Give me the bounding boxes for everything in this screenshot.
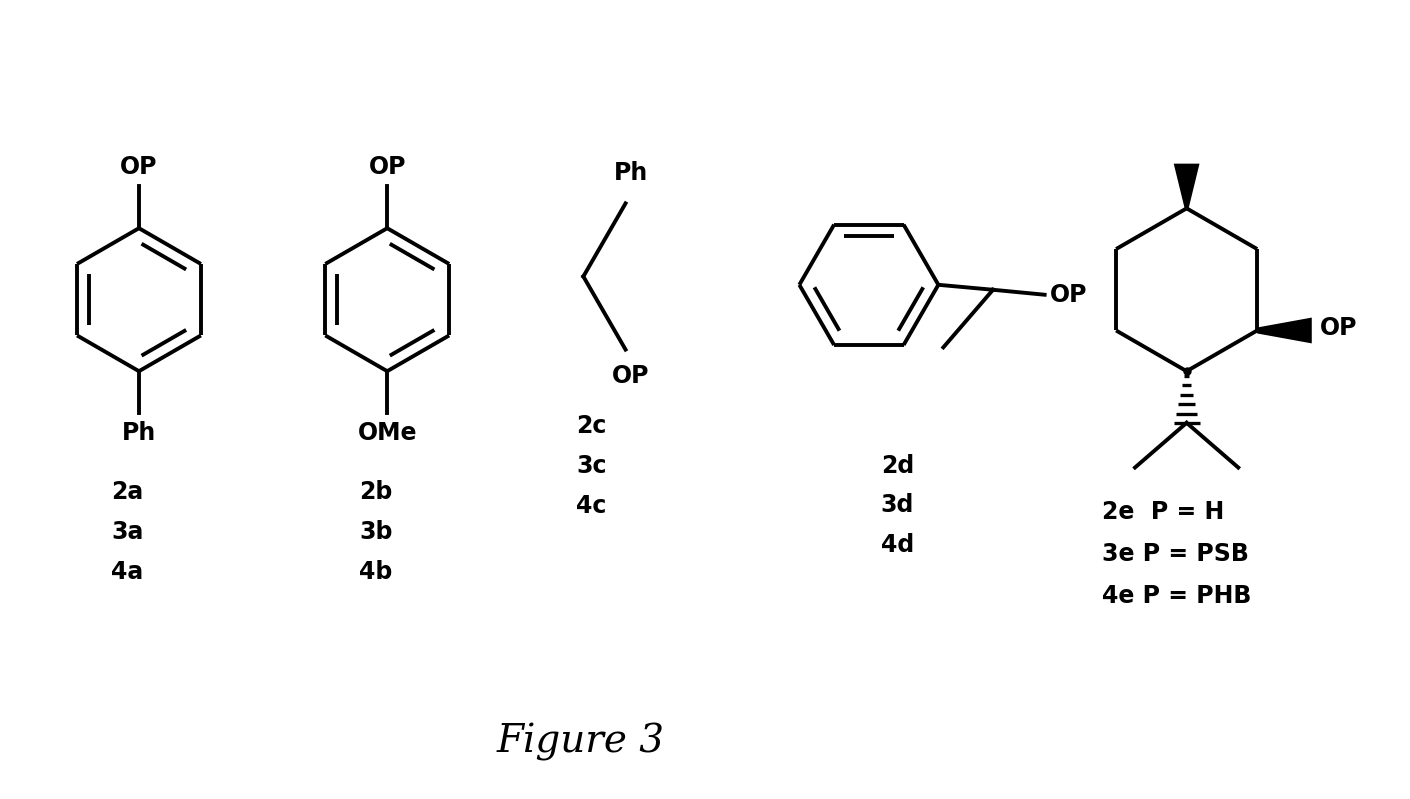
Text: 4e P = PHB: 4e P = PHB xyxy=(1103,584,1252,608)
Text: OP: OP xyxy=(1320,316,1358,340)
Text: 3c: 3c xyxy=(575,454,606,478)
Text: 4b: 4b xyxy=(360,560,393,584)
Text: 2d: 2d xyxy=(881,454,914,478)
Text: 3b: 3b xyxy=(360,520,393,544)
Text: 3d: 3d xyxy=(881,493,914,517)
Text: 4d: 4d xyxy=(881,533,914,557)
Text: 4c: 4c xyxy=(575,494,606,518)
Text: Ph: Ph xyxy=(613,161,647,185)
Text: 2c: 2c xyxy=(575,414,606,438)
Polygon shape xyxy=(1173,164,1200,209)
Text: 4a: 4a xyxy=(111,560,144,584)
Text: Ph: Ph xyxy=(121,421,157,445)
Text: OP: OP xyxy=(1049,283,1087,307)
Text: 2a: 2a xyxy=(111,480,144,504)
Text: OMe: OMe xyxy=(358,421,417,445)
Text: 3a: 3a xyxy=(111,520,144,544)
Text: OP: OP xyxy=(368,154,406,178)
Text: 2e  P = H: 2e P = H xyxy=(1103,500,1224,524)
Text: Figure 3: Figure 3 xyxy=(496,722,666,761)
Polygon shape xyxy=(1258,317,1311,344)
Text: OP: OP xyxy=(120,154,158,178)
Text: 3e P = PSB: 3e P = PSB xyxy=(1103,542,1249,566)
Text: OP: OP xyxy=(612,364,649,388)
Text: 2b: 2b xyxy=(360,480,393,504)
